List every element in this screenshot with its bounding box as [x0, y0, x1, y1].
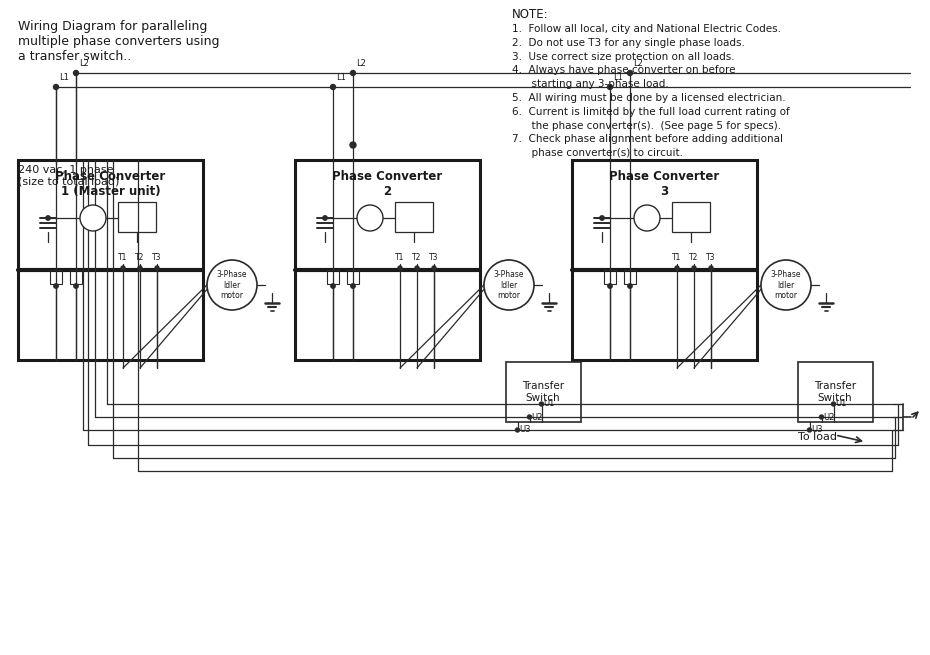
Text: U3: U3 [520, 426, 531, 434]
Bar [604, 270, 616, 284]
Circle shape [54, 284, 59, 288]
Circle shape [155, 266, 159, 270]
Text: T1: T1 [118, 253, 127, 262]
Text: 240 vac, 1 phase
(size to total load): 240 vac, 1 phase (size to total load) [18, 165, 119, 187]
Circle shape [351, 71, 355, 75]
Text: Phase Converter
3: Phase Converter 3 [609, 170, 720, 198]
Circle shape [515, 428, 520, 432]
Circle shape [539, 402, 543, 406]
Text: L2: L2 [79, 59, 89, 68]
Bar [798, 362, 872, 422]
Text: 6.  Current is limited by the full load current rating of: 6. Current is limited by the full load c… [512, 107, 790, 117]
Text: 7.  Check phase alignment before adding additional: 7. Check phase alignment before adding a… [512, 134, 783, 144]
Circle shape [628, 284, 632, 288]
Bar [572, 160, 757, 360]
Text: L1: L1 [336, 73, 346, 82]
Text: 3.  Use correct size protection on all loads.: 3. Use correct size protection on all lo… [512, 52, 735, 62]
Circle shape [415, 266, 419, 270]
Text: L1: L1 [613, 73, 623, 82]
Bar [50, 270, 62, 284]
Text: U1: U1 [835, 400, 847, 409]
Text: Transfer
Switch: Transfer Switch [814, 381, 856, 403]
Circle shape [207, 260, 257, 310]
Bar [395, 202, 433, 232]
Circle shape [350, 142, 356, 148]
Bar [506, 362, 580, 422]
Circle shape [600, 215, 604, 220]
Text: T1: T1 [672, 253, 682, 262]
Circle shape [73, 284, 78, 288]
Circle shape [357, 205, 383, 231]
Text: Transfer
Switch: Transfer Switch [522, 381, 565, 403]
Circle shape [330, 84, 336, 90]
Circle shape [831, 402, 835, 406]
Text: To load: To load [798, 432, 837, 442]
Circle shape [709, 266, 713, 270]
Bar [672, 202, 710, 232]
Circle shape [675, 266, 679, 270]
Text: U3: U3 [812, 426, 823, 434]
Circle shape [692, 266, 696, 270]
Text: T3: T3 [706, 253, 716, 262]
Circle shape [761, 260, 811, 310]
Text: T2: T2 [689, 253, 698, 262]
Bar [295, 160, 480, 360]
Circle shape [819, 415, 823, 419]
Circle shape [331, 284, 335, 288]
Circle shape [432, 266, 436, 270]
Text: T2: T2 [135, 253, 145, 262]
Circle shape [398, 266, 402, 270]
Text: phase converter(s) to circuit.: phase converter(s) to circuit. [512, 148, 683, 159]
Text: NOTE:: NOTE: [512, 8, 549, 21]
Text: 1.  Follow all local, city and National Electric Codes.: 1. Follow all local, city and National E… [512, 24, 781, 34]
Text: U2: U2 [823, 413, 835, 422]
Text: L2: L2 [633, 59, 643, 68]
Text: T3: T3 [153, 253, 162, 262]
Circle shape [607, 84, 613, 90]
Bar [70, 270, 82, 284]
Circle shape [138, 266, 142, 270]
Text: T2: T2 [412, 253, 421, 262]
Text: 4.  Always have phase converter on before: 4. Always have phase converter on before [512, 66, 736, 75]
Circle shape [46, 215, 50, 220]
Circle shape [121, 266, 125, 270]
Circle shape [484, 260, 534, 310]
Text: L2: L2 [356, 59, 365, 68]
Text: 3-Phase
Idler
motor: 3-Phase Idler motor [494, 270, 525, 300]
Text: 3-Phase
Idler
motor: 3-Phase Idler motor [217, 270, 247, 300]
Circle shape [323, 215, 327, 220]
Bar [118, 202, 156, 232]
Text: U2: U2 [532, 413, 543, 422]
Text: 5.  All wiring must be done by a licensed electrician.: 5. All wiring must be done by a licensed… [512, 93, 786, 103]
Text: Phase Converter
1 (Master unit): Phase Converter 1 (Master unit) [56, 170, 166, 198]
Circle shape [634, 205, 660, 231]
Text: the phase converter(s).  (See page 5 for specs).: the phase converter(s). (See page 5 for … [512, 121, 781, 130]
Circle shape [527, 415, 532, 419]
Text: U1: U1 [543, 400, 555, 409]
Text: Phase Converter
2: Phase Converter 2 [332, 170, 443, 198]
Circle shape [608, 284, 612, 288]
Circle shape [351, 284, 355, 288]
Text: starting any 3-phase load.: starting any 3-phase load. [512, 79, 669, 89]
Circle shape [807, 428, 812, 432]
Bar [624, 270, 636, 284]
Circle shape [54, 84, 59, 90]
Circle shape [80, 205, 106, 231]
Bar [347, 270, 359, 284]
Text: 3-Phase
Idler
motor: 3-Phase Idler motor [771, 270, 802, 300]
Text: T1: T1 [395, 253, 405, 262]
Text: L1: L1 [59, 73, 69, 82]
Text: T3: T3 [430, 253, 439, 262]
Circle shape [73, 71, 78, 75]
Bar [18, 160, 203, 360]
Text: Wiring Diagram for paralleling
multiple phase converters using
a transfer switch: Wiring Diagram for paralleling multiple … [18, 20, 219, 63]
Circle shape [628, 71, 632, 75]
Text: 2.  Do not use T3 for any single phase loads.: 2. Do not use T3 for any single phase lo… [512, 38, 745, 48]
Bar [327, 270, 339, 284]
